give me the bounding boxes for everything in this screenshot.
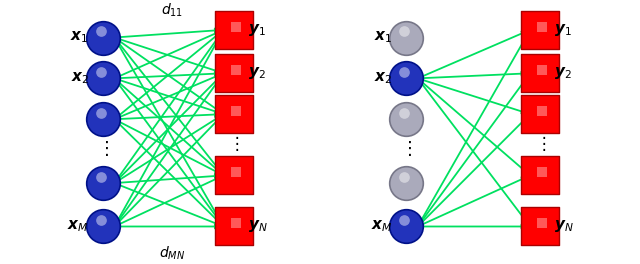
Point bbox=[98, 35, 108, 40]
Point bbox=[98, 117, 108, 121]
Text: $\boldsymbol{x}_M$: $\boldsymbol{x}_M$ bbox=[371, 219, 392, 234]
Text: $\vdots$: $\vdots$ bbox=[97, 139, 109, 158]
Point bbox=[401, 224, 412, 229]
Point bbox=[535, 173, 545, 177]
Point bbox=[535, 224, 545, 229]
Point bbox=[228, 28, 239, 32]
Text: $\boldsymbol{x}_2$: $\boldsymbol{x}_2$ bbox=[70, 70, 89, 86]
Point bbox=[537, 109, 547, 113]
Text: $\boldsymbol{x}_1$: $\boldsymbol{x}_1$ bbox=[374, 30, 392, 45]
Point bbox=[96, 29, 106, 33]
Point bbox=[230, 68, 241, 72]
Point bbox=[399, 29, 410, 33]
Point bbox=[537, 170, 547, 175]
Point bbox=[96, 218, 106, 222]
Point bbox=[228, 71, 239, 76]
Point bbox=[535, 71, 545, 76]
Text: $\boldsymbol{x}_2$: $\boldsymbol{x}_2$ bbox=[374, 70, 392, 86]
Text: $\boldsymbol{y}_1$: $\boldsymbol{y}_1$ bbox=[248, 22, 266, 38]
Point bbox=[98, 76, 108, 81]
Point bbox=[230, 25, 241, 29]
Point bbox=[98, 224, 108, 229]
Point bbox=[401, 76, 412, 81]
Point bbox=[230, 170, 241, 175]
Point bbox=[537, 25, 547, 29]
Point bbox=[228, 173, 239, 177]
Point bbox=[399, 111, 410, 115]
Point bbox=[537, 221, 547, 225]
Text: $\boldsymbol{y}_N$: $\boldsymbol{y}_N$ bbox=[248, 219, 268, 234]
Point bbox=[228, 112, 239, 116]
Point bbox=[96, 175, 106, 179]
Text: $d_{MN}$: $d_{MN}$ bbox=[159, 245, 185, 262]
Point bbox=[399, 70, 410, 74]
Text: $\vdots$: $\vdots$ bbox=[535, 134, 546, 153]
Point bbox=[535, 28, 545, 32]
Point bbox=[230, 221, 241, 225]
Point bbox=[401, 181, 412, 185]
Point bbox=[535, 112, 545, 116]
Text: $\boldsymbol{y}_2$: $\boldsymbol{y}_2$ bbox=[248, 65, 266, 81]
Point bbox=[401, 35, 412, 40]
Text: $\vdots$: $\vdots$ bbox=[400, 139, 412, 158]
Point bbox=[230, 109, 241, 113]
Text: $\boldsymbol{y}_2$: $\boldsymbol{y}_2$ bbox=[554, 65, 572, 81]
Point bbox=[96, 111, 106, 115]
Text: $\boldsymbol{y}_N$: $\boldsymbol{y}_N$ bbox=[554, 219, 574, 234]
Point bbox=[98, 181, 108, 185]
Text: $d_{11}$: $d_{11}$ bbox=[161, 2, 183, 19]
Text: $\boldsymbol{x}_1$: $\boldsymbol{x}_1$ bbox=[70, 30, 89, 45]
Point bbox=[228, 224, 239, 229]
Point bbox=[401, 117, 412, 121]
Point bbox=[96, 70, 106, 74]
Point bbox=[399, 175, 410, 179]
Text: $\vdots$: $\vdots$ bbox=[228, 134, 239, 153]
Point bbox=[537, 68, 547, 72]
Text: $\boldsymbol{y}_1$: $\boldsymbol{y}_1$ bbox=[554, 22, 572, 38]
Text: $\boldsymbol{x}_M$: $\boldsymbol{x}_M$ bbox=[67, 219, 89, 234]
Point bbox=[399, 218, 410, 222]
